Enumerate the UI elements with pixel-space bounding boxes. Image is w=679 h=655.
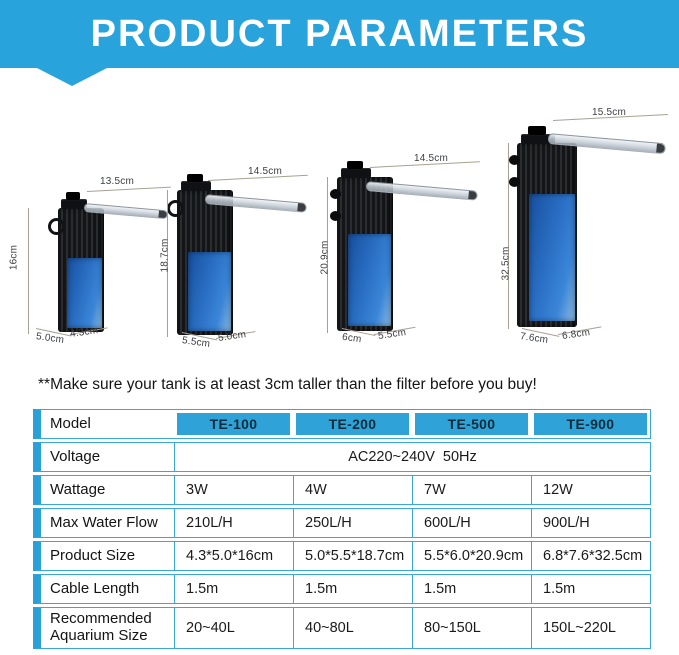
- spec-cell: 7W: [412, 476, 531, 504]
- model-chip: TE-100: [177, 413, 290, 435]
- filter-figure-te-200: 14.5cm 18.7cm 5.5cm 5.0cm: [0, 100, 679, 350]
- spec-cell: 5.0*5.5*18.7cm: [293, 542, 412, 570]
- header-banner: PRODUCT PARAMETERS: [0, 0, 679, 86]
- power-cord-loop: [167, 200, 184, 217]
- spec-row-label: Voltage: [50, 447, 101, 465]
- height-dimension-line: [508, 143, 509, 329]
- model-chip-cell: TE-200: [293, 410, 412, 438]
- spec-row-label: Cable Length: [50, 579, 140, 597]
- suction-cup: [330, 189, 341, 199]
- spec-table: Model TE-100 TE-200 TE-500 TE-900 Voltage AC22…: [33, 409, 651, 649]
- spec-cell: 6.8*7.6*32.5cm: [531, 542, 650, 570]
- spec-cell: 250L/H: [293, 509, 412, 537]
- suction-cup: [330, 211, 341, 221]
- spec-cell: 150L~220L: [531, 608, 650, 648]
- filter-figure-te-500: 14.5cm 20.9cm 6cm 5.5cm: [0, 100, 679, 350]
- tube-dimension-label: 15.5cm: [592, 107, 626, 118]
- suction-cup: [509, 155, 520, 165]
- filter-knob: [347, 161, 363, 169]
- filter-knob: [528, 126, 546, 135]
- filter-body: [517, 143, 577, 327]
- spec-row-model: Model TE-100 TE-200 TE-500 TE-900: [33, 409, 651, 439]
- filter-body: [177, 190, 233, 335]
- product-diagrams: 13.5cm 16cm 5.0cm 4.3cm 14.5cm 18.7cm 5.5cm 5.0…: [0, 100, 679, 350]
- spec-cell: 5.5*6.0*20.9cm: [412, 542, 531, 570]
- spec-cell: 1.5m: [293, 575, 412, 603]
- filter-sponge-panel: [529, 194, 575, 322]
- spec-merged-cell: AC220~240V 50Hz: [174, 443, 650, 471]
- model-chip-cell: TE-900: [531, 410, 650, 438]
- filter-cap: [341, 168, 371, 178]
- filter-figure-te-100: 13.5cm 16cm 5.0cm 4.3cm: [0, 100, 679, 350]
- height-dimension-line: [28, 208, 29, 334]
- filter-cap: [181, 181, 211, 191]
- spec-row-label: Product Size: [50, 546, 136, 564]
- filter-sponge-panel: [188, 252, 231, 331]
- filter-knob: [187, 174, 203, 182]
- page-title: PRODUCT PARAMETERS: [90, 12, 589, 55]
- spec-row-wattage: Wattage 3W 4W 7W 12W: [33, 475, 651, 505]
- tube-dimension-label: 14.5cm: [248, 166, 282, 177]
- filter-knob: [66, 192, 80, 200]
- height-dimension-label: 32.5cm: [500, 246, 512, 281]
- spec-row-label: Model: [50, 414, 91, 432]
- banner-ribbon-notch: [37, 68, 107, 86]
- filter-sponge-panel: [348, 234, 391, 327]
- spec-cell: 3W: [174, 476, 293, 504]
- spec-cell: 900L/H: [531, 509, 650, 537]
- spec-cell: 4W: [293, 476, 412, 504]
- spec-row-max-water-flow: Max Water Flow 210L/H 250L/H 600L/H 900L/H: [33, 508, 651, 538]
- power-cord-loop: [48, 218, 65, 235]
- model-chip-cell: TE-100: [174, 410, 293, 438]
- height-dimension-line: [327, 177, 328, 333]
- spec-cell: 600L/H: [412, 509, 531, 537]
- spec-row-label: Recommended Aquarium Size: [50, 610, 152, 644]
- tube-dimension-label: 13.5cm: [100, 176, 134, 187]
- spec-cell: 80~150L: [412, 608, 531, 648]
- suction-cup: [509, 177, 520, 187]
- spec-cell: 1.5m: [174, 575, 293, 603]
- spec-cell: 40~80L: [293, 608, 412, 648]
- filter-sponge-panel: [67, 258, 103, 329]
- spec-row-product-size: Product Size 4.3*5.0*16cm 5.0*5.5*18.7cm 5.…: [33, 541, 651, 571]
- spec-row-cable-length: Cable Length 1.5m 1.5m 1.5m 1.5m: [33, 574, 651, 604]
- filter-body: [337, 177, 393, 331]
- spec-row-voltage: Voltage AC220~240V 50Hz: [33, 442, 651, 472]
- tube-dimension-label: 14.5cm: [414, 153, 448, 164]
- spec-cell: 1.5m: [531, 575, 650, 603]
- model-chip: TE-500: [415, 413, 528, 435]
- spec-row-label: Max Water Flow: [50, 513, 158, 531]
- spec-row-label: Wattage: [50, 480, 106, 498]
- base-right-dimension-label: 6.8cm: [561, 327, 591, 342]
- height-dimension-line: [167, 190, 168, 337]
- model-chip: TE-200: [296, 413, 409, 435]
- filter-cap: [521, 134, 555, 144]
- filter-body: [58, 208, 104, 332]
- purchase-note: **Make sure your tank is at least 3cm ta…: [38, 376, 537, 393]
- spec-row-recommended-aquarium-size: Recommended Aquarium Size 20~40L 40~80L 80~…: [33, 607, 651, 649]
- spec-cell: 4.3*5.0*16cm: [174, 542, 293, 570]
- spec-cell: 12W: [531, 476, 650, 504]
- spec-cell: 210L/H: [174, 509, 293, 537]
- filter-figure-te-900: 15.5cm 32.5cm 7.6cm 6.8cm: [0, 100, 679, 350]
- spec-cell: 20~40L: [174, 608, 293, 648]
- model-chip: TE-900: [534, 413, 647, 435]
- filter-cap: [61, 199, 87, 209]
- spec-cell: 1.5m: [412, 575, 531, 603]
- model-chip-cell: TE-500: [412, 410, 531, 438]
